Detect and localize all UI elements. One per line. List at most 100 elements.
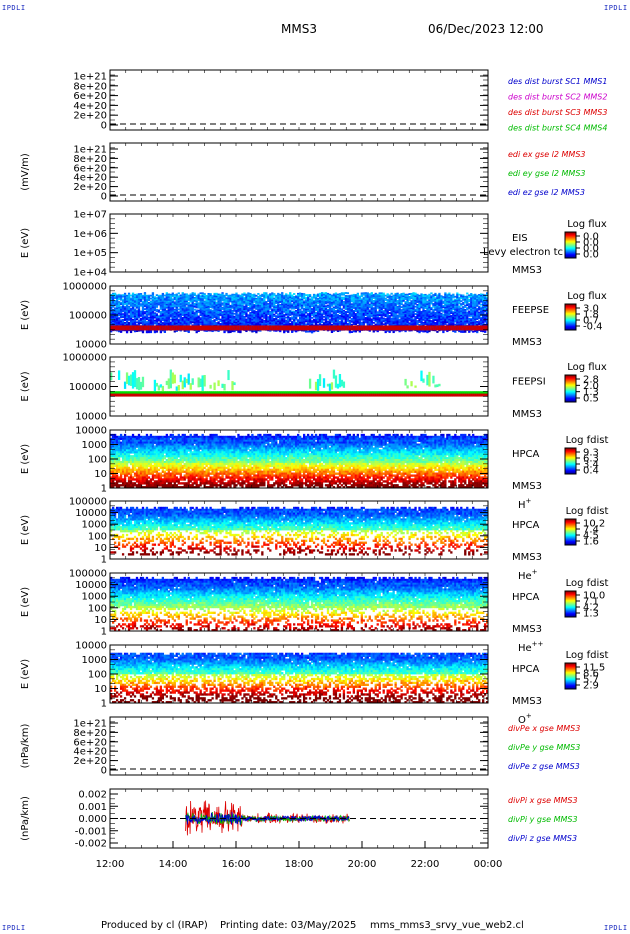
spectrogram-cell <box>217 309 220 312</box>
spectrogram-band <box>408 325 411 331</box>
spectrogram-cell <box>209 323 212 326</box>
spectrogram-cell <box>400 306 403 309</box>
spectrogram-cell <box>139 314 143 317</box>
spectrogram-cell <box>117 305 121 308</box>
spectrogram-cell <box>273 293 276 296</box>
spectrogram-cell <box>462 298 465 301</box>
spectrogram-cell <box>454 320 457 323</box>
spectrogram-cell <box>163 301 167 304</box>
spectrogram-cell <box>125 321 129 324</box>
spectrogram-cell <box>163 329 167 332</box>
spectrogram-cell <box>181 292 184 295</box>
spectrogram-cell <box>131 302 135 305</box>
spectrogram-cell <box>267 310 270 313</box>
spectrogram-cell <box>269 321 272 323</box>
spectrogram-band <box>185 325 188 331</box>
spectrogram-cell <box>257 310 260 313</box>
spectrogram-cell <box>261 318 264 321</box>
spectrogram-cell <box>243 296 246 299</box>
spectrogram-cell <box>137 294 141 297</box>
spectrogram-cell <box>273 315 276 317</box>
spectrogram-cell <box>223 299 226 301</box>
spectrogram-cell <box>231 330 234 333</box>
spectrogram-cell <box>354 323 357 326</box>
spectrogram-cell <box>123 322 127 324</box>
spectrogram-cell <box>279 296 282 299</box>
spectrogram-cell <box>175 313 178 316</box>
spectrogram-band <box>412 325 415 331</box>
spectrogram-cell <box>283 322 286 325</box>
spectrogram-cell <box>398 315 401 318</box>
spectrogram-cell <box>121 305 125 308</box>
spectrogram-cell <box>147 294 151 297</box>
spectrogram-cell <box>277 298 280 301</box>
spectrogram-cell <box>141 303 145 306</box>
spectrogram-band <box>251 325 254 331</box>
spectrogram-cell <box>221 319 224 322</box>
spectrogram-cell <box>267 303 270 305</box>
spectrogram-cell <box>119 306 123 309</box>
spectrogram-cell <box>187 319 190 322</box>
spectrogram-cell <box>464 306 467 308</box>
spectrogram-cell <box>273 322 276 325</box>
spectrogram-cell <box>167 319 170 322</box>
spectrogram-cell <box>287 300 290 303</box>
spectrogram-cell <box>207 311 210 314</box>
spectrogram-cell <box>110 308 113 311</box>
spectrogram-cell <box>285 310 288 313</box>
spectrogram-cell <box>241 293 244 296</box>
spectrogram-cell <box>265 302 268 305</box>
spectrogram-cell <box>217 313 220 316</box>
spectrogram-cell <box>382 314 385 317</box>
spectrogram-cell <box>117 301 121 304</box>
spectrogram-cell <box>223 319 226 322</box>
spectrogram-cell <box>163 315 167 317</box>
spectrogram-cell <box>217 318 220 321</box>
spectrogram-cell <box>201 321 204 324</box>
spectrogram-cell <box>281 300 284 303</box>
spectrogram-cell <box>115 320 119 323</box>
spectrogram-cell <box>263 309 266 312</box>
spectrogram-cell <box>414 310 417 313</box>
spectrogram-cell <box>342 298 346 300</box>
spectrogram-cell <box>175 305 178 308</box>
spectrogram-cell <box>249 303 252 306</box>
spectrogram-cell <box>251 310 254 313</box>
spectrogram-cell <box>193 316 196 318</box>
spectrogram-cell <box>149 319 153 322</box>
spectrogram-cell <box>173 330 176 333</box>
spectrogram-cell <box>275 319 278 322</box>
spectrogram-cell <box>376 306 379 309</box>
spectrogram-cell <box>229 306 232 309</box>
spectrogram-cell <box>155 320 159 323</box>
spectrogram-band <box>468 325 471 331</box>
spectrogram-cell <box>145 302 149 304</box>
spectrogram-cell <box>251 317 254 320</box>
spectrogram-band <box>302 325 306 331</box>
spectrogram-cell <box>247 304 250 306</box>
spectrogram-cell <box>113 311 117 314</box>
spectrogram-cell <box>476 304 479 307</box>
spectrogram-cell <box>247 317 250 320</box>
spectrogram-cell <box>177 298 180 301</box>
spectrogram-cell <box>141 331 145 334</box>
spectrogram-cell <box>167 293 170 296</box>
spectrogram-cell <box>207 298 210 301</box>
spectrogram-cell <box>229 307 232 310</box>
spectrogram-cell <box>229 322 232 325</box>
spectrogram-cell <box>171 301 174 304</box>
spectrogram-cell <box>281 297 284 300</box>
spectrogram-band <box>237 325 240 331</box>
spectrogram-band <box>193 325 196 331</box>
spectrogram-cell <box>247 306 250 309</box>
spectrogram-cell <box>235 307 238 310</box>
spectrogram-cell <box>187 323 190 326</box>
y-tick-label: 2e+20 <box>73 111 107 122</box>
spectrogram-cell <box>235 304 238 307</box>
spectrogram-cell <box>195 322 198 325</box>
spectrogram-cell <box>285 313 288 316</box>
spectrogram-cell <box>193 305 196 308</box>
spectrogram-cell <box>277 304 280 307</box>
spectrogram-cell <box>205 306 208 309</box>
spectrogram-cell <box>189 296 192 299</box>
